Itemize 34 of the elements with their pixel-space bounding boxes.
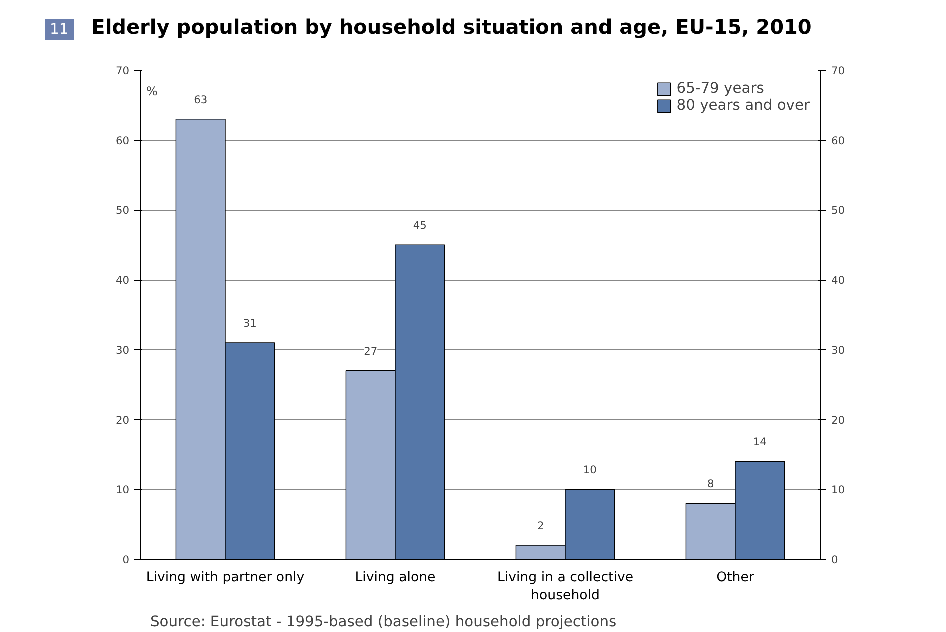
- y-axis-title: %: [146, 84, 158, 98]
- y-tick-label: 50: [116, 204, 130, 218]
- y2-tick-label: 10: [832, 484, 846, 497]
- y-tick-label: 60: [116, 134, 130, 148]
- data-label: 10: [583, 464, 598, 477]
- x-tick-label: Living with partner only: [146, 570, 305, 586]
- y2-tick-label: 50: [832, 204, 846, 218]
- data-label: 45: [413, 219, 427, 232]
- y2-tick-label: 70: [832, 64, 846, 78]
- text: 11: [45, 19, 74, 40]
- source-note: Source: Eurostat - 1995-based (baseline) household projections: [150, 614, 617, 630]
- y2-tick-label: 60: [832, 134, 846, 148]
- y2-tick-label: 0: [832, 554, 838, 566]
- y2-tick-label: 40: [832, 274, 846, 288]
- x-tick-label: Living alone: [355, 570, 436, 586]
- y-tick-label: 70: [116, 64, 130, 78]
- chart-title: Elderly population by household situation and age, EU-15, 2010: [92, 15, 812, 39]
- data-label: 63: [194, 93, 208, 106]
- data-label: 14: [753, 436, 768, 449]
- y-tick-label: 0: [122, 554, 130, 566]
- y-tick-label: 30: [116, 344, 130, 357]
- data-label: 31: [243, 316, 257, 330]
- legend-label: 65-79 years: [676, 80, 764, 97]
- y-tick-label: 20: [116, 414, 130, 427]
- data-label: 8: [707, 478, 714, 491]
- y-tick-label: 10: [116, 484, 130, 497]
- y2-tick-label: 30: [832, 344, 846, 357]
- y2-tick-label: 20: [832, 414, 846, 427]
- y-tick-label: 40: [116, 274, 130, 288]
- data-label: 2: [537, 520, 544, 533]
- data-label: 27: [364, 344, 378, 358]
- legend-label: 80 years and over: [676, 97, 810, 114]
- x-tick-label: Living in a collective household: [497, 570, 634, 604]
- x-tick-label: Other: [716, 570, 755, 586]
